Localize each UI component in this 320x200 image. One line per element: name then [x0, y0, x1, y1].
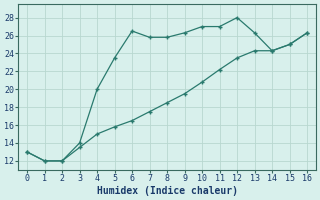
X-axis label: Humidex (Indice chaleur): Humidex (Indice chaleur)	[97, 186, 237, 196]
